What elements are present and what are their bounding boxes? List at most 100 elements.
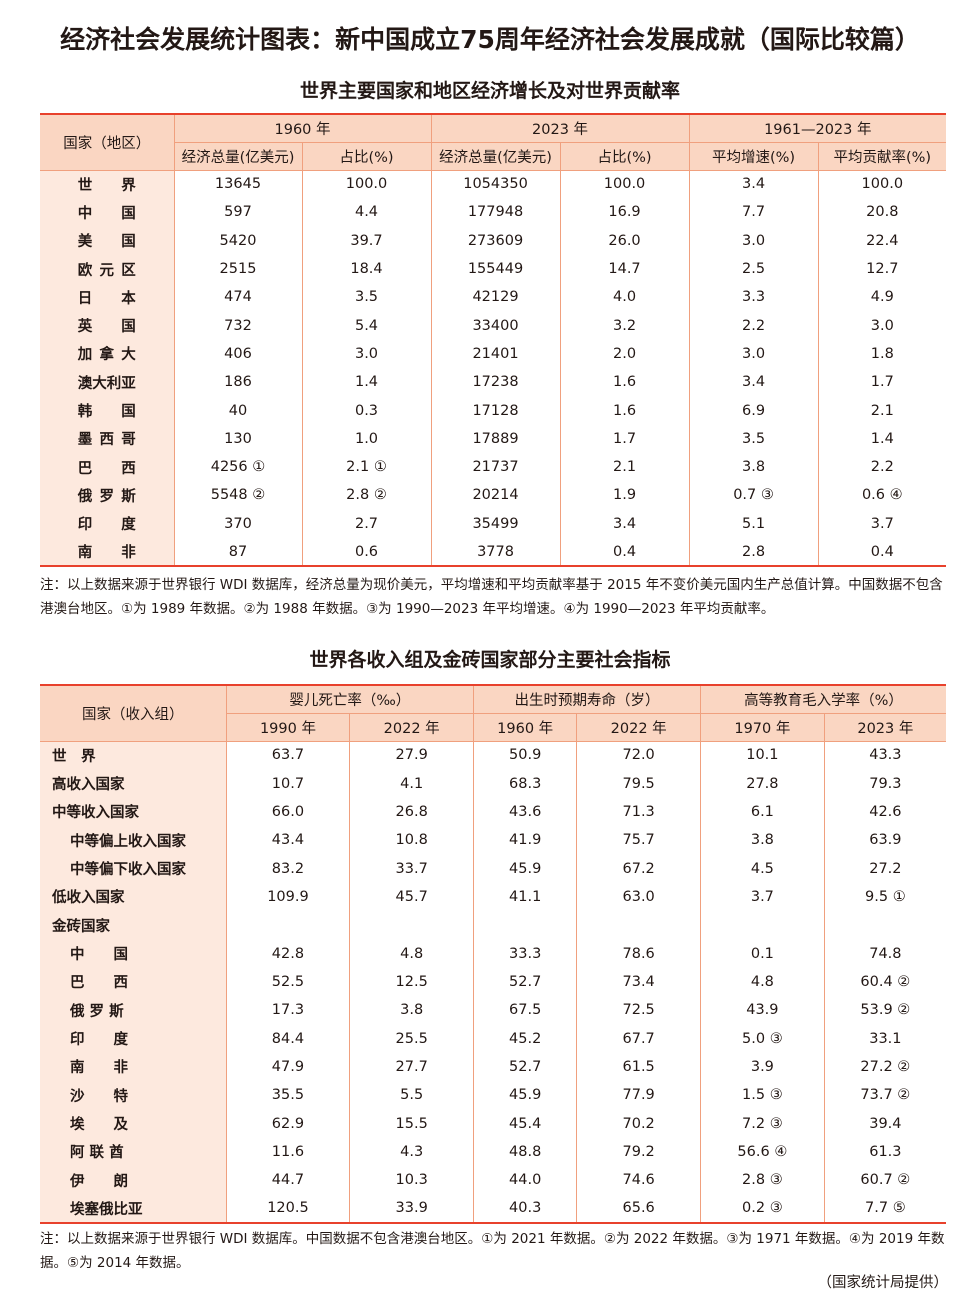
value-cell: 3.4 [559, 509, 690, 538]
value-cell: 40.3 [473, 1194, 578, 1223]
value-cell: 370 [173, 509, 303, 538]
value-cell: 44.0 [473, 1166, 578, 1195]
value-cell: 45.4 [473, 1109, 578, 1138]
value-cell [823, 911, 946, 940]
value-cell: 5.0 ③ [700, 1024, 825, 1053]
value-cell: 21401 [430, 339, 561, 369]
column-header: 平均增速(%) [688, 141, 819, 171]
table-row: 澳大利亚 186 1.4 17238 1.6 3.4 1.7 [40, 368, 947, 397]
row-name: 中国 [77, 205, 136, 222]
table-row: 金砖国家 [40, 911, 946, 940]
value-cell: 6.1 [700, 797, 825, 827]
row-header: 国家（地区） [40, 113, 175, 171]
value-cell: 33.1 [823, 1024, 946, 1053]
value-cell: 120.5 [225, 1194, 351, 1223]
value-cell: 10.8 [349, 826, 475, 855]
value-cell: 0.6 ④ [817, 481, 947, 510]
value-cell: 41.9 [473, 826, 578, 855]
value-cell: 25.5 [349, 1024, 475, 1053]
row-name-cell: 中等偏上收入国家 [40, 826, 227, 855]
row-name-cell: 中国 [40, 198, 175, 227]
value-cell: 17889 [430, 424, 561, 453]
value-cell: 61.5 [576, 1052, 702, 1082]
value-cell: 39.4 [823, 1109, 946, 1138]
group-header: 高等教育毛入学率（%） [700, 684, 946, 714]
value-cell: 67.7 [576, 1024, 702, 1053]
value-cell: 4.0 [559, 283, 690, 312]
table-row: 南非 87 0.6 3778 0.4 2.8 0.4 [40, 537, 947, 567]
row-name: 韩国 [77, 404, 136, 421]
value-cell: 73.7 ② [823, 1081, 946, 1110]
table-row: 埃塞俄比亚 120.5 33.9 40.3 65.6 0.2 ③ 7.7 ⑤ [40, 1194, 946, 1223]
group-header: 出生时预期寿命（岁） [473, 684, 702, 714]
value-cell: 100.0 [817, 170, 947, 199]
row-name: 巴西 [77, 460, 136, 477]
value-cell: 63.9 [823, 826, 946, 855]
value-cell: 3.5 [301, 283, 432, 312]
row-name-cell: 日本 [40, 283, 175, 312]
value-cell: 177948 [430, 198, 561, 227]
table2-note: 注：以上数据来源于世界银行 WDI 数据库。中国数据不包含港澳台地区。①为 20… [40, 1231, 945, 1271]
row-name-cell: 墨西哥 [40, 424, 175, 453]
table-row: 印 度 84.4 25.5 45.2 67.7 5.0 ③ 33.1 [40, 1024, 946, 1053]
value-cell: 100.0 [301, 170, 432, 199]
value-cell: 87 [173, 537, 303, 567]
value-cell: 11.6 [225, 1137, 351, 1167]
row-name-cell: 南 非 [40, 1052, 227, 1082]
page-title: 经济社会发展统计图表：新中国成立75周年经济社会发展成就（国际比较篇） [60, 25, 920, 54]
value-cell: 79.2 [576, 1137, 702, 1167]
row-name: 印度 [77, 517, 136, 534]
value-cell: 1.7 [817, 368, 947, 397]
value-cell: 67.2 [576, 854, 702, 883]
row-name-cell: 中等偏下收入国家 [40, 854, 227, 883]
row-name: 加拿大 [77, 347, 136, 364]
value-cell [576, 911, 702, 940]
row-name-cell: 南非 [40, 537, 175, 567]
value-cell: 60.7 ② [823, 1166, 946, 1195]
column-header: 经济总量(亿美元) [430, 141, 561, 171]
value-cell: 84.4 [225, 1024, 351, 1053]
value-cell: 71.3 [576, 797, 702, 827]
value-cell: 22.4 [817, 226, 947, 255]
value-cell: 16.9 [559, 198, 690, 227]
table-row: 高收入国家 10.7 4.1 68.3 79.5 27.8 79.3 [40, 769, 946, 798]
value-cell: 17128 [430, 396, 561, 425]
value-cell: 33.7 [349, 854, 475, 883]
column-header: 平均贡献率(%) [817, 141, 947, 171]
column-header: 2022 年 [576, 712, 702, 742]
value-cell: 20.8 [817, 198, 947, 227]
value-cell: 26.8 [349, 797, 475, 827]
value-cell: 77.9 [576, 1081, 702, 1110]
value-cell: 2.8 ③ [700, 1166, 825, 1195]
value-cell: 4256 ① [173, 452, 303, 482]
column-header: 占比(%) [559, 141, 690, 171]
value-cell: 72.0 [576, 741, 702, 770]
value-cell: 42.8 [225, 939, 351, 968]
table-row: 英国 732 5.4 33400 3.2 2.2 3.0 [40, 311, 947, 340]
value-cell: 44.7 [225, 1166, 351, 1195]
value-cell: 1.7 [559, 424, 690, 453]
value-cell: 406 [173, 339, 303, 369]
value-cell: 5.4 [301, 311, 432, 340]
value-cell: 66.0 [225, 797, 351, 827]
value-cell: 52.5 [225, 967, 351, 997]
value-cell: 732 [173, 311, 303, 340]
value-cell: 0.4 [817, 537, 947, 567]
value-cell: 10.3 [349, 1166, 475, 1195]
value-cell: 79.5 [576, 769, 702, 798]
value-cell: 72.5 [576, 996, 702, 1025]
value-cell: 186 [173, 368, 303, 397]
row-name-cell: 美国 [40, 226, 175, 255]
value-cell: 78.6 [576, 939, 702, 968]
row-name-cell: 中等收入国家 [40, 797, 227, 827]
value-cell: 65.6 [576, 1194, 702, 1223]
row-name-cell: 金砖国家 [40, 911, 227, 940]
value-cell: 15.5 [349, 1109, 475, 1138]
value-cell: 35499 [430, 509, 561, 538]
value-cell: 10.1 [700, 741, 825, 770]
row-name: 美国 [77, 234, 136, 251]
value-cell: 1.5 ③ [700, 1081, 825, 1110]
row-name-cell: 俄罗斯 [40, 481, 175, 510]
row-name: 欧元区 [77, 262, 136, 279]
value-cell: 7.7 [688, 198, 819, 227]
